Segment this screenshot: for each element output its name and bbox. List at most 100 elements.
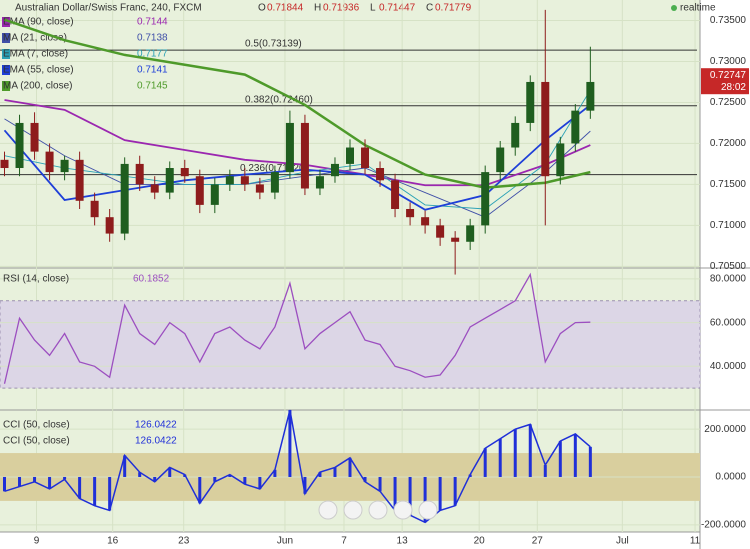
candle-body bbox=[150, 184, 159, 193]
candle-body bbox=[105, 217, 114, 234]
candle-body bbox=[120, 163, 129, 234]
candle-body bbox=[240, 176, 249, 185]
y-tick-label: 40.0000 bbox=[710, 361, 747, 372]
candle-body bbox=[180, 168, 189, 177]
legend-value: 0.7144 bbox=[137, 17, 168, 28]
chart-title: Australian Dollar/Swiss Franc, 240, FXCM bbox=[15, 3, 202, 14]
legend-swatch bbox=[2, 81, 10, 91]
legend-swatch bbox=[2, 17, 10, 27]
legend-value: 0.7138 bbox=[137, 33, 168, 44]
last-price-box bbox=[701, 68, 749, 95]
legend-name: EMA (90, close) bbox=[3, 17, 74, 28]
legend-name: MA (21, close) bbox=[3, 33, 67, 44]
y-tick-label: 0.71500 bbox=[710, 179, 747, 190]
y-tick-label: 0.71000 bbox=[710, 220, 747, 231]
x-tick-label: 27 bbox=[532, 536, 544, 547]
y-tick-label: 0.72000 bbox=[710, 138, 747, 149]
candle-body bbox=[526, 81, 535, 123]
ohlc-label: H bbox=[314, 3, 321, 14]
y-tick-label: 0.73000 bbox=[710, 56, 747, 67]
navigation bbox=[318, 500, 438, 520]
candle-body bbox=[165, 168, 174, 193]
candle-body bbox=[45, 151, 54, 173]
y-tick-label: -200.0000 bbox=[701, 519, 746, 530]
status-dot bbox=[671, 5, 677, 11]
x-tick-label: 11 bbox=[690, 536, 701, 547]
scroll-right-button[interactable] bbox=[418, 500, 438, 520]
x-tick-label: 7 bbox=[341, 536, 347, 547]
rsi-value: 60.1852 bbox=[133, 274, 170, 285]
candle-body bbox=[496, 147, 505, 173]
legend-value: 0.7177 bbox=[137, 49, 168, 60]
candle-body bbox=[300, 122, 309, 189]
candle-body bbox=[556, 143, 565, 177]
candle-body bbox=[0, 159, 9, 169]
status: realtime bbox=[680, 3, 716, 14]
legend-value: 0.7141 bbox=[137, 65, 168, 76]
ohlc-value: 0.71779 bbox=[435, 3, 472, 14]
legend-swatch bbox=[2, 65, 10, 75]
time-axis-background bbox=[0, 532, 700, 549]
cci-value: 126.0422 bbox=[135, 420, 177, 431]
x-tick-label: 16 bbox=[107, 536, 119, 547]
legend-name: EMA (55, close) bbox=[3, 65, 74, 76]
candle-body bbox=[60, 159, 69, 173]
candle-body bbox=[571, 110, 580, 144]
candle-body bbox=[391, 180, 400, 209]
ohlc-label: O bbox=[258, 3, 266, 14]
y-tick-label: 0.70500 bbox=[710, 261, 747, 272]
rsi-name: RSI (14, close) bbox=[3, 274, 69, 285]
y-tick-label: 200.0000 bbox=[704, 424, 746, 435]
candle-body bbox=[225, 176, 234, 185]
y-tick-label: 60.0000 bbox=[710, 317, 747, 328]
countdown: 28:02 bbox=[721, 82, 746, 93]
scroll-left-button[interactable] bbox=[318, 500, 338, 520]
ohlc-label: C bbox=[426, 3, 433, 14]
candle-body bbox=[90, 200, 99, 218]
ohlc-label: L bbox=[370, 3, 376, 14]
candle-body bbox=[586, 81, 595, 111]
candle-body bbox=[451, 237, 460, 242]
x-tick-label: Jun bbox=[277, 536, 293, 547]
cci-line bbox=[4, 409, 591, 524]
x-tick-label: Jul bbox=[616, 536, 629, 547]
x-tick-label: 9 bbox=[34, 536, 40, 547]
legend-name: EMA (7, close) bbox=[3, 49, 68, 60]
legend-value: 0.7145 bbox=[137, 81, 168, 92]
rsi-line bbox=[3, 272, 591, 384]
x-tick-label: 20 bbox=[474, 536, 486, 547]
candle-body bbox=[421, 217, 430, 226]
y-tick-label: 80.0000 bbox=[710, 274, 747, 285]
cci-name: CCI (50, close) bbox=[3, 420, 70, 431]
candle-body bbox=[270, 172, 279, 193]
legend-swatch bbox=[2, 49, 10, 59]
y-tick-label: 0.72500 bbox=[710, 97, 747, 108]
candle-body bbox=[541, 81, 550, 177]
candle-body bbox=[376, 168, 385, 181]
last-price: 0.72747 bbox=[710, 70, 747, 81]
reset-button[interactable] bbox=[368, 500, 388, 520]
zoom-out-button[interactable] bbox=[343, 500, 363, 520]
cci-name: CCI (50, close) bbox=[3, 436, 70, 447]
candle-body bbox=[255, 184, 264, 193]
candle-body bbox=[195, 176, 204, 205]
candle-body bbox=[315, 176, 324, 189]
ohlc-value: 0.71936 bbox=[323, 3, 360, 14]
x-tick-label: 13 bbox=[397, 536, 409, 547]
y-tick-label: 0.73500 bbox=[710, 15, 747, 26]
candle-body bbox=[135, 163, 144, 185]
x-tick-label: 23 bbox=[178, 536, 190, 547]
candle-body bbox=[466, 225, 475, 242]
zoom-in-button[interactable] bbox=[393, 500, 413, 520]
level-label: 0.5(0.73139) bbox=[245, 39, 302, 50]
y-tick-label: 0.0000 bbox=[715, 472, 746, 483]
level-label: 0.382(0.72460) bbox=[245, 94, 313, 105]
legend-swatch bbox=[2, 33, 10, 43]
indicator-line bbox=[4, 18, 591, 189]
level-label: 0.236(0.71620) bbox=[240, 163, 308, 174]
candle-body bbox=[361, 147, 370, 169]
candle-body bbox=[75, 159, 84, 201]
band bbox=[0, 300, 701, 389]
